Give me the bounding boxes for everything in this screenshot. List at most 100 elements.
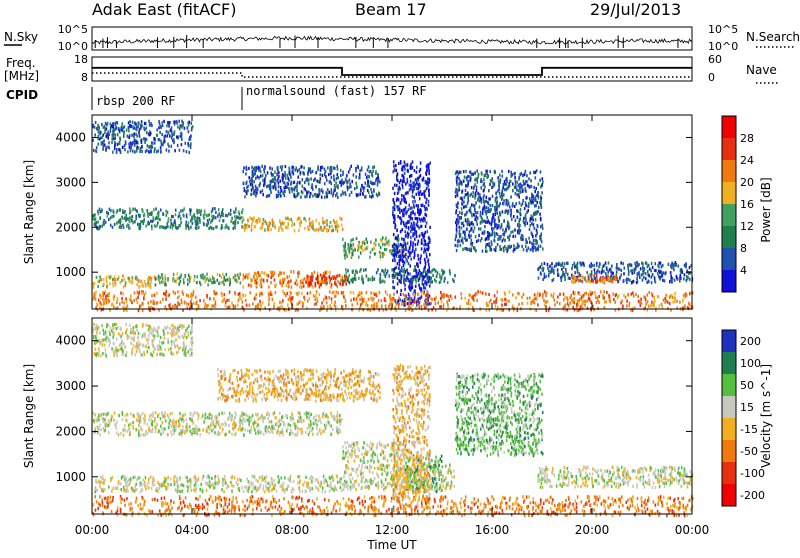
power-cell [144, 141, 146, 144]
power-cell [509, 234, 511, 237]
power-cell [132, 121, 134, 124]
power-cell [377, 179, 379, 182]
power-cell [483, 194, 485, 197]
power-cell [178, 303, 180, 306]
power-cell [385, 269, 387, 272]
power-cell [157, 221, 159, 224]
power-cell [612, 272, 614, 275]
power-cell [465, 193, 467, 196]
power-cell [398, 267, 400, 270]
power-cell [636, 261, 638, 264]
power-cell [260, 279, 262, 282]
power-cell [653, 301, 655, 304]
power-cell [356, 185, 358, 188]
power-cell [246, 181, 248, 184]
power-cell [417, 264, 419, 267]
power-cell [541, 206, 543, 209]
power-cell [577, 266, 579, 269]
power-cell [123, 285, 125, 288]
power-cell [535, 187, 537, 190]
power-cell [165, 298, 167, 301]
power-cell [398, 255, 400, 258]
power-cell [182, 209, 184, 212]
power-cell [295, 168, 297, 171]
power-cell [575, 277, 577, 280]
power-cell [659, 271, 661, 274]
power-cell [537, 201, 539, 204]
power-cell [329, 180, 331, 183]
power-cell [624, 267, 626, 270]
power-cell [270, 188, 272, 191]
power-cell [404, 200, 406, 203]
power-cell [163, 281, 165, 284]
power-cell [322, 190, 324, 193]
power-cell [396, 184, 398, 187]
power-cell [137, 125, 139, 128]
power-cell [269, 224, 271, 227]
power-cell [497, 176, 499, 179]
power-cell [312, 170, 314, 173]
power-cell [300, 282, 302, 285]
power-cell [150, 300, 152, 303]
power-cell [409, 273, 411, 276]
power-cell [650, 269, 652, 272]
power-cell [583, 302, 585, 305]
power-cell [159, 131, 161, 134]
power-cell [425, 208, 427, 211]
power-cell [534, 297, 536, 300]
power-cell [471, 214, 473, 217]
power-cell [497, 290, 499, 293]
power-cell [657, 295, 659, 298]
power-cell [119, 138, 121, 141]
power-cell [463, 170, 465, 173]
power-cell [106, 301, 108, 304]
power-cell [371, 297, 373, 300]
power-cell [648, 291, 650, 294]
power-cell [402, 228, 404, 231]
power-cell [403, 244, 405, 247]
power-cell [302, 191, 304, 194]
power-cell [238, 276, 240, 279]
power-cell [394, 256, 396, 259]
power-cell [544, 303, 546, 306]
power-cell [336, 185, 338, 188]
power-cell [630, 263, 632, 266]
power-cell [95, 294, 97, 297]
power-cell [321, 301, 323, 304]
power-cell [312, 223, 314, 226]
velocity-cell [237, 478, 239, 481]
power-cell [365, 195, 367, 198]
power-cell [356, 237, 358, 240]
power-cell [515, 246, 517, 249]
power-cell [242, 285, 244, 288]
power-cell [563, 293, 565, 296]
power-cell [521, 302, 523, 305]
power-cell [206, 305, 208, 308]
power-cell [293, 181, 295, 184]
power-cell [125, 297, 127, 300]
power-cell [208, 222, 210, 225]
power-cell [158, 275, 160, 278]
power-cell [166, 130, 168, 133]
power-cell [528, 247, 530, 250]
beam-title: Beam 17 [355, 0, 427, 19]
power-cell [244, 226, 246, 229]
power-cell [259, 308, 261, 311]
power-cell [315, 193, 317, 196]
power-cell [504, 180, 506, 183]
power-cell [412, 195, 414, 198]
power-cell [425, 225, 427, 228]
power-cell [574, 292, 576, 295]
velocity-cell [264, 490, 266, 493]
power-cell [320, 173, 322, 176]
power-cell [372, 276, 374, 279]
power-cell [542, 177, 544, 180]
velocity-cell [259, 476, 261, 479]
power-cell [646, 262, 648, 265]
velocity-cell [311, 487, 313, 490]
power-cell [521, 238, 523, 241]
power-cell [535, 176, 537, 179]
power-cell [310, 291, 312, 294]
power-cell [173, 290, 175, 293]
power-cell [99, 132, 101, 135]
